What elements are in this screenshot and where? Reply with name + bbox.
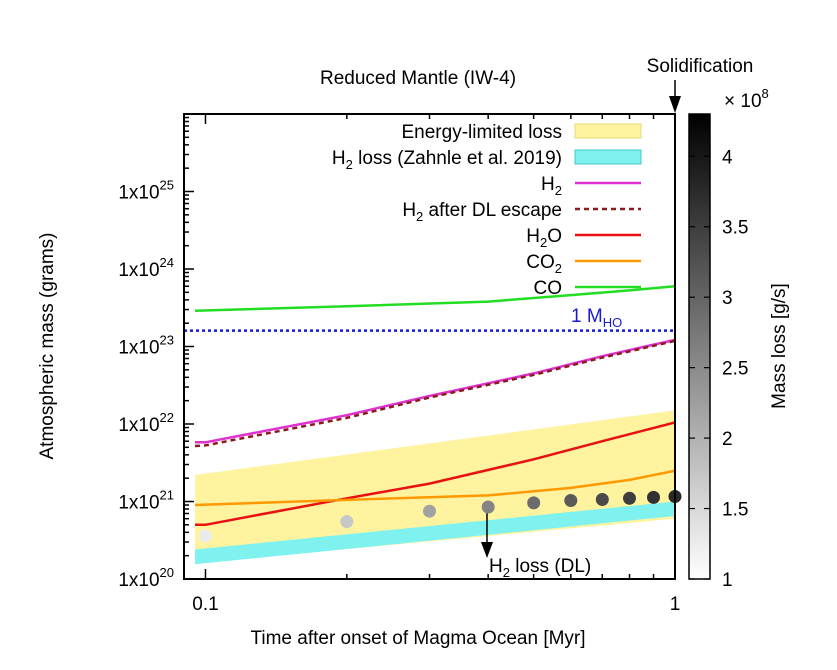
legend-label: H2 bbox=[541, 174, 562, 198]
series-line-h2o bbox=[195, 421, 675, 527]
dl-arrow bbox=[481, 510, 493, 558]
y-tick-label: 1x1022 bbox=[118, 410, 174, 436]
dl-point bbox=[564, 494, 578, 507]
dl-points-label-text: H bbox=[489, 556, 503, 577]
reference-line-label-sub: HO bbox=[603, 315, 623, 330]
legend-swatch bbox=[574, 149, 642, 165]
legend-entry-energy_limited: Energy-limited loss bbox=[402, 122, 642, 143]
legend-entry-h2_dl: H2 after DL escape bbox=[402, 200, 641, 224]
colorbar-tick-label: 3.5 bbox=[722, 218, 748, 239]
dl-points-label-sub: 2 bbox=[503, 565, 510, 580]
y-tick-label: 1x1023 bbox=[118, 333, 174, 359]
colorbar-tick-label: 2.5 bbox=[722, 359, 748, 380]
colorbar-tick-label: 2 bbox=[722, 429, 733, 450]
series-layer bbox=[194, 284, 675, 527]
legend-entry-co: CO bbox=[534, 278, 641, 299]
y-tick-label: 1x1024 bbox=[118, 255, 174, 281]
legend-swatch bbox=[574, 123, 642, 139]
colorbar-multiplier-base: × 10 bbox=[724, 91, 762, 112]
series-line-co2 bbox=[194, 469, 675, 507]
dl-point bbox=[527, 496, 541, 510]
y-tick-label: 1x1025 bbox=[118, 178, 174, 204]
solidification-label: Solidification bbox=[647, 56, 754, 77]
reference-line-label: 1 MHO bbox=[571, 306, 622, 330]
chart-title: Reduced Mantle (IW-4) bbox=[320, 68, 516, 89]
colorbar-ticks: 1 1.5 2 2.5 3 3.5 4 bbox=[689, 147, 748, 591]
x-axis-label: Time after onset of Magma Ocean [Myr] bbox=[250, 628, 585, 649]
colorbar-tick-label: 1 bbox=[722, 570, 733, 591]
legend-entry-h2o: H2O bbox=[526, 226, 641, 250]
colorbar-tick-label: 4 bbox=[722, 147, 733, 168]
legend-label: H2 loss (Zahnle et al. 2019) bbox=[332, 148, 562, 172]
legend-entry-h2: H2 bbox=[541, 174, 641, 198]
legend-entry-h2_loss_zahnle: H2 loss (Zahnle et al. 2019) bbox=[332, 148, 642, 172]
series-line-h2_dl bbox=[194, 339, 675, 448]
dl-point bbox=[647, 490, 660, 504]
dl-point bbox=[340, 515, 354, 529]
dl-points-label: H2 loss (DL) bbox=[489, 556, 591, 580]
series-line-h2 bbox=[195, 338, 675, 444]
dl-point bbox=[481, 500, 495, 514]
legend-label: H2O bbox=[526, 226, 562, 250]
y-tick-label: 1x1021 bbox=[118, 488, 174, 514]
colorbar-multiplier: × 108 bbox=[724, 86, 769, 112]
dl-point bbox=[199, 529, 212, 543]
reference-line-label-text: 1 M bbox=[571, 306, 603, 327]
legend-label: Energy-limited loss bbox=[402, 122, 563, 143]
legend: Energy-limited loss H2 loss (Zahnle et al… bbox=[332, 122, 642, 299]
legend-label: CO bbox=[534, 278, 563, 299]
colorbar-tick-label: 1.5 bbox=[722, 500, 748, 521]
dl-arrow-head bbox=[481, 542, 493, 558]
dl-point bbox=[595, 493, 609, 506]
solidification-marker: Solidification bbox=[647, 56, 754, 113]
dl-point bbox=[423, 504, 436, 518]
x-tick-label: 1 bbox=[670, 594, 681, 615]
dl-point bbox=[623, 491, 636, 505]
colorbar-gradient bbox=[688, 113, 711, 580]
colorbar-tick-label: 3 bbox=[722, 288, 733, 309]
colorbar-label: Mass loss [g/s] bbox=[769, 283, 790, 409]
legend-label: H2 after DL escape bbox=[402, 200, 562, 224]
series-line-co bbox=[194, 284, 675, 312]
x-tick-label: 0.1 bbox=[192, 594, 218, 615]
colorbar: 1 1.5 2 2.5 3 3.5 4 × 108 Mass loss [g/s] bbox=[688, 86, 790, 591]
dl-points-label-after: loss (DL) bbox=[510, 556, 591, 577]
solidification-arrow-head bbox=[669, 96, 681, 113]
x-axis-ticks: 0.1 1 bbox=[183, 114, 681, 615]
y-axis-label: Atmospheric mass (grams) bbox=[37, 233, 58, 460]
bands-layer bbox=[195, 410, 675, 565]
colorbar-multiplier-exp: 8 bbox=[762, 86, 769, 101]
band-h2_loss_zahnle bbox=[195, 501, 675, 565]
legend-entry-co2: CO2 bbox=[526, 252, 641, 276]
dl-points-layer bbox=[199, 490, 682, 543]
y-axis-ticks: 1x1020 1x1021 1x1022 1x1023 1x1024 1x1025 bbox=[118, 116, 194, 591]
y-tick-label: 1x1020 bbox=[118, 565, 174, 591]
legend-label: CO2 bbox=[526, 252, 562, 276]
